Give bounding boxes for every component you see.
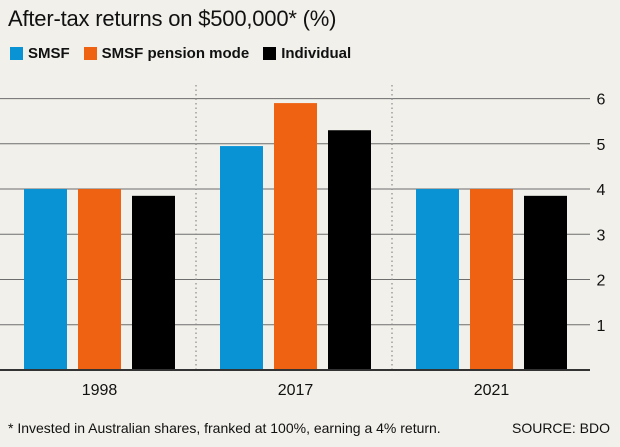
bar-smsf-pension-mode xyxy=(470,189,513,370)
legend-item-smsf: SMSF xyxy=(10,45,70,62)
y-tick-label: 4 xyxy=(597,182,606,199)
chart-title: After-tax returns on $500,000* (%) xyxy=(8,6,337,31)
bar-individual xyxy=(328,130,371,370)
y-tick-label: 6 xyxy=(597,92,606,109)
legend-item-individual: Individual xyxy=(263,45,351,62)
bar-smsf xyxy=(24,189,67,370)
source-credit: SOURCE: BDO xyxy=(511,420,610,436)
bar-smsf xyxy=(416,189,459,370)
legend-item-smsf-pension-mode: SMSF pension mode xyxy=(83,45,250,62)
y-tick-label: 3 xyxy=(597,227,606,244)
x-tick-label: 2017 xyxy=(278,382,314,399)
legend-label-smsf: SMSF xyxy=(28,45,70,62)
bar-chart: 1 2 3 4 5 6 1998 2017 2021 xyxy=(0,85,606,399)
x-tick-label: 2021 xyxy=(474,382,510,399)
chart-legend: SMSF SMSF pension mode Individual xyxy=(10,45,351,62)
legend-label-individual: Individual xyxy=(281,45,352,62)
y-tick-label: 1 xyxy=(597,318,606,335)
y-tick-label: 2 xyxy=(597,273,606,290)
footnote: * Invested in Australian shares, franked… xyxy=(8,420,441,436)
legend-swatch-smsf-pension-mode xyxy=(83,47,97,60)
bar-smsf xyxy=(220,146,263,370)
bar-individual xyxy=(132,195,175,370)
bar-smsf-pension-mode xyxy=(274,103,317,370)
bar-smsf-pension-mode xyxy=(78,189,121,370)
y-tick-label: 5 xyxy=(597,137,606,154)
legend-swatch-smsf xyxy=(10,47,23,60)
legend-swatch-individual xyxy=(263,47,277,60)
x-tick-label: 1998 xyxy=(82,382,118,399)
legend-label-smsf-pension-mode: SMSF pension mode xyxy=(101,45,250,62)
bar-individual xyxy=(524,195,567,370)
